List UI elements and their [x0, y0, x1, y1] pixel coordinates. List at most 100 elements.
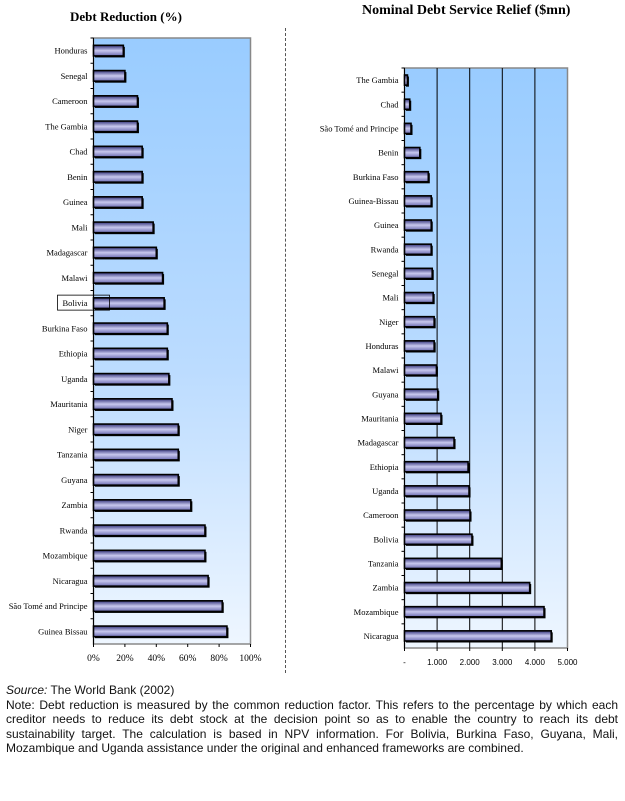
category-label: Madagascar — [357, 438, 398, 448]
source-text: The World Bank (2002) — [47, 683, 175, 697]
bar — [403, 388, 439, 401]
bar — [92, 322, 169, 335]
reduction-chart: Honduras Senegal Cameroon The Gambia Chad Ben… — [9, 37, 262, 664]
bar — [92, 120, 139, 133]
bar — [92, 69, 126, 82]
category-label: Senegal — [372, 268, 400, 278]
bar — [403, 315, 435, 328]
bar — [403, 267, 434, 280]
bar — [403, 146, 421, 159]
category-label: Guinea Bissau — [38, 626, 88, 636]
x-tick-label: 60% — [179, 654, 197, 664]
category-label: Guinea — [63, 197, 88, 207]
x-tick-label: 20% — [116, 654, 134, 664]
bar — [92, 196, 143, 209]
bar — [92, 448, 180, 461]
category-label: São Tomé and Principe — [320, 123, 399, 133]
category-label: Uganda — [61, 374, 88, 384]
category-label: Burkina Faso — [353, 172, 399, 182]
bar — [403, 630, 552, 642]
bar — [403, 291, 434, 304]
bar — [403, 364, 438, 376]
category-label: Mozambique — [354, 607, 399, 617]
bar — [92, 625, 228, 638]
category-label: Mauritania — [361, 413, 399, 423]
category-label: Ethiopia — [59, 349, 88, 359]
bar — [92, 271, 164, 284]
category-label: The Gambia — [356, 75, 398, 85]
bar — [92, 499, 192, 512]
x-tick-label: 80% — [210, 654, 228, 664]
bar — [403, 340, 435, 352]
bar — [403, 605, 545, 618]
bar — [92, 95, 139, 108]
bar — [403, 485, 470, 497]
right-chart-title: Nominal Debt Service Relief ($mn) — [362, 3, 571, 18]
bar — [92, 524, 206, 537]
bar — [92, 170, 143, 183]
category-label: Mali — [71, 222, 88, 232]
bar — [92, 423, 180, 436]
category-label: Cameroon — [52, 96, 88, 106]
category-label: Nicaragua — [53, 576, 88, 586]
relief-chart: The Gambia Chad São Tomé and Principe Benin… — [320, 67, 578, 667]
plot-area — [92, 37, 252, 645]
x-tick-label: 4.000 — [525, 658, 546, 667]
bar — [92, 44, 125, 57]
x-tick-label: 0% — [87, 654, 100, 664]
plot-area — [403, 67, 569, 649]
x-tick-label: 40% — [148, 654, 166, 664]
bar — [403, 533, 473, 546]
bar — [403, 74, 409, 86]
category-label: Tanzania — [57, 450, 88, 460]
category-label: Ethiopia — [370, 462, 399, 472]
x-tick-label: 3.000 — [492, 658, 513, 667]
category-label: Mali — [382, 293, 399, 303]
category-label: Guyana — [61, 475, 88, 485]
category-label: Niger — [68, 424, 88, 434]
category-label: Honduras — [365, 341, 398, 351]
bar — [403, 581, 531, 594]
bar — [92, 246, 158, 259]
category-label: Uganda — [372, 486, 399, 496]
note-text: Note: Debt reduction is measured by the … — [6, 697, 618, 756]
bar — [92, 372, 170, 385]
category-label: Benin — [67, 172, 88, 182]
bar — [92, 347, 169, 360]
footnote: Source: The World Bank (2002) Note: Debt… — [6, 683, 618, 756]
divider — [285, 28, 286, 673]
bar — [403, 243, 433, 256]
category-label: Nicaragua — [364, 631, 399, 641]
bar — [92, 600, 224, 613]
bar — [92, 297, 165, 310]
category-label: Bolivia — [373, 534, 398, 544]
bar — [403, 219, 433, 231]
selection-box — [57, 294, 110, 311]
bar — [403, 412, 442, 425]
bar — [403, 122, 412, 135]
x-tick-label: 100% — [239, 654, 261, 664]
bar — [403, 460, 469, 473]
bar — [92, 473, 180, 486]
category-label: Tanzania — [368, 558, 399, 568]
source-label: Source: — [6, 683, 48, 697]
bar — [403, 436, 455, 449]
x-tick-label: - — [403, 658, 406, 667]
category-label: Cameroon — [363, 510, 399, 520]
bar — [403, 195, 433, 207]
bar — [92, 549, 206, 562]
bar — [92, 221, 154, 234]
category-label: Niger — [379, 317, 399, 327]
charts: Honduras Senegal Cameroon The Gambia Chad Ben… — [9, 37, 578, 667]
category-label: Malawi — [373, 365, 400, 375]
bar — [92, 398, 173, 411]
category-label: Mozambique — [43, 551, 88, 561]
bar — [403, 98, 411, 111]
category-label: Bolivia — [62, 298, 87, 308]
category-label: The Gambia — [45, 121, 87, 131]
category-label: Chad — [381, 99, 400, 109]
x-tick-label: 5.000 — [557, 658, 578, 667]
category-label: Zambia — [373, 583, 399, 593]
category-label: Benin — [378, 148, 399, 158]
bar — [92, 574, 209, 587]
